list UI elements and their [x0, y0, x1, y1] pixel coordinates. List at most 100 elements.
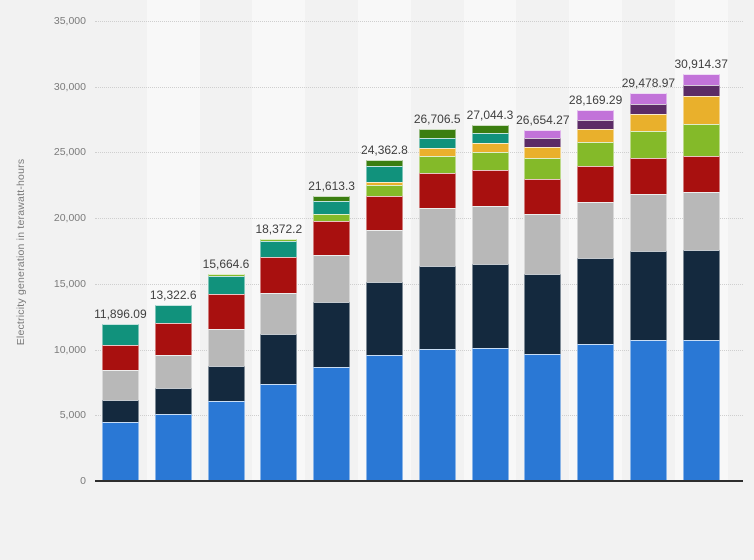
bar-segment-dark-navy[interactable]	[471, 263, 509, 348]
bar-segment-gray[interactable]	[365, 229, 403, 283]
bar-segment-blue[interactable]	[207, 400, 245, 480]
bar-segment-blue[interactable]	[577, 343, 615, 480]
bar-segment-gray[interactable]	[682, 192, 720, 250]
bar-segment-teal[interactable]	[154, 304, 192, 324]
bar-segment-blue[interactable]	[629, 339, 667, 480]
bar-segment-light-green[interactable]	[524, 158, 562, 180]
bar-segment-gray[interactable]	[207, 328, 245, 366]
bar-segment-gray[interactable]	[101, 369, 139, 400]
bar-segment-dark-red[interactable]	[418, 172, 456, 209]
bar-segment-dark-purple[interactable]	[682, 85, 720, 97]
bar-segment-dark-red[interactable]	[471, 170, 509, 206]
y-axis-tick-label: 10,000	[53, 343, 86, 356]
bar-segment-gray[interactable]	[313, 254, 351, 303]
bar-total-label: 26,654.27	[516, 112, 570, 127]
y-axis-tick-label: 35,000	[53, 14, 86, 27]
bar-segment-teal[interactable]	[365, 165, 403, 182]
bar-segment-dark-red[interactable]	[629, 158, 667, 194]
bar-segment-gray[interactable]	[524, 214, 562, 274]
bar-segment-light-purple[interactable]	[629, 92, 667, 105]
bar-segment-yellow[interactable]	[682, 96, 720, 125]
bar-segment-gray[interactable]	[418, 208, 456, 266]
bar-segment-dark-green[interactable]	[313, 195, 351, 201]
bar-segment-teal[interactable]	[101, 323, 139, 345]
bar-segment-yellow[interactable]	[577, 128, 615, 143]
bar-total-label: 11,896.09	[94, 306, 147, 321]
bar-segment-gray[interactable]	[629, 193, 667, 252]
stacked-bar	[207, 274, 245, 480]
bar-segment-light-green[interactable]	[313, 213, 351, 222]
bar-segment-dark-navy[interactable]	[260, 333, 298, 384]
bar-segment-light-green[interactable]	[577, 142, 615, 167]
bar-segment-gray[interactable]	[260, 292, 298, 334]
bar-segment-yellow[interactable]	[629, 113, 667, 131]
bar-segment-dark-green[interactable]	[418, 129, 456, 138]
stacked-bar	[629, 92, 667, 480]
bar-segment-gray[interactable]	[154, 354, 192, 388]
bar-segment-dark-navy[interactable]	[524, 273, 562, 354]
bar-segment-dark-red[interactable]	[101, 344, 139, 370]
bar-total-label: 26,706.5	[413, 111, 461, 126]
bar-segment-dark-navy[interactable]	[154, 388, 192, 414]
bar-segment-teal[interactable]	[418, 137, 456, 149]
bar-segment-dark-red[interactable]	[313, 221, 351, 255]
bar-segment-blue[interactable]	[313, 366, 351, 480]
bar-segment-light-green[interactable]	[418, 155, 456, 173]
bar-segment-dark-navy[interactable]	[577, 258, 615, 344]
stacked-bar	[154, 304, 192, 480]
bar-segment-dark-purple[interactable]	[577, 119, 615, 129]
bar-segment-yellow[interactable]	[471, 142, 509, 152]
bar-segment-dark-red[interactable]	[154, 323, 192, 355]
bar-segment-dark-red[interactable]	[260, 257, 298, 293]
bar-segment-yellow[interactable]	[365, 181, 403, 185]
bar-segment-blue[interactable]	[101, 421, 139, 480]
bar-segment-dark-purple[interactable]	[629, 104, 667, 114]
bar-segment-blue[interactable]	[524, 353, 562, 480]
bar-segment-dark-navy[interactable]	[313, 302, 351, 367]
bar-segment-dark-navy[interactable]	[682, 249, 720, 340]
stacked-bar	[260, 238, 298, 480]
bar-segment-dark-red[interactable]	[207, 293, 245, 329]
bar-segment-yellow[interactable]	[418, 148, 456, 156]
bar-segment-teal[interactable]	[207, 276, 245, 294]
bar-segment-blue[interactable]	[682, 339, 720, 480]
bar-segment-dark-navy[interactable]	[418, 265, 456, 349]
bar-segment-blue[interactable]	[154, 414, 192, 480]
bar-segment-light-green[interactable]	[207, 274, 245, 277]
bar-segment-light-green[interactable]	[471, 151, 509, 171]
stacked-bar	[313, 195, 351, 480]
gridline	[95, 20, 743, 22]
bar-segment-dark-purple[interactable]	[524, 138, 562, 148]
bar-segment-gray[interactable]	[577, 201, 615, 259]
bar-segment-light-purple[interactable]	[682, 73, 720, 86]
bar-segment-light-green[interactable]	[682, 124, 720, 156]
bar-segment-teal[interactable]	[260, 240, 298, 258]
bar-segment-blue[interactable]	[260, 383, 298, 480]
bar-segment-blue[interactable]	[365, 354, 403, 480]
bar-segment-blue[interactable]	[471, 347, 509, 480]
bar-segment-light-purple[interactable]	[524, 129, 562, 139]
y-axis-tick-label: 25,000	[53, 146, 86, 159]
bar-segment-dark-red[interactable]	[365, 195, 403, 230]
bar-segment-dark-green[interactable]	[471, 124, 509, 133]
bar-segment-teal[interactable]	[313, 200, 351, 214]
bar-segment-yellow[interactable]	[524, 147, 562, 159]
bar-total-label: 15,664.6	[202, 257, 250, 272]
bar-segment-dark-red[interactable]	[682, 155, 720, 193]
bar-segment-teal[interactable]	[471, 132, 509, 143]
bar-segment-dark-red[interactable]	[524, 179, 562, 215]
bar-segment-dark-navy[interactable]	[101, 399, 139, 422]
bar-segment-blue[interactable]	[418, 348, 456, 480]
bar-segment-light-purple[interactable]	[577, 109, 615, 120]
y-axis-tick-label: 0	[80, 475, 86, 487]
bar-total-label: 30,914.37	[674, 56, 728, 71]
bar-segment-dark-green[interactable]	[365, 159, 403, 166]
bar-segment-light-green[interactable]	[260, 238, 298, 241]
bar-segment-dark-red[interactable]	[577, 166, 615, 202]
bar-segment-light-green[interactable]	[629, 130, 667, 159]
bar-segment-dark-navy[interactable]	[207, 365, 245, 401]
bar-segment-gray[interactable]	[471, 205, 509, 264]
bar-segment-dark-navy[interactable]	[629, 251, 667, 340]
bar-segment-light-green[interactable]	[365, 184, 403, 196]
bar-segment-dark-navy[interactable]	[365, 282, 403, 355]
